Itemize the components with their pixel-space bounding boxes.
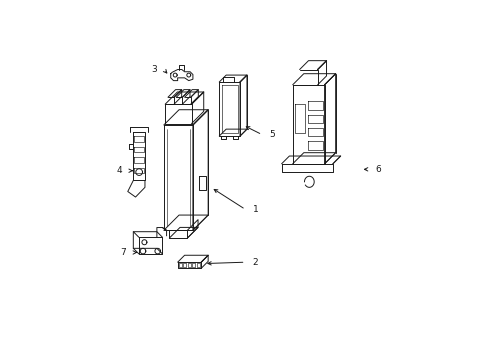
Text: 3: 3 [151,65,157,74]
Text: 2: 2 [252,258,258,267]
Text: 6: 6 [376,165,382,174]
Text: 7: 7 [121,248,126,257]
Text: 5: 5 [269,130,275,139]
Text: 1: 1 [252,205,258,214]
Text: 4: 4 [117,166,122,175]
